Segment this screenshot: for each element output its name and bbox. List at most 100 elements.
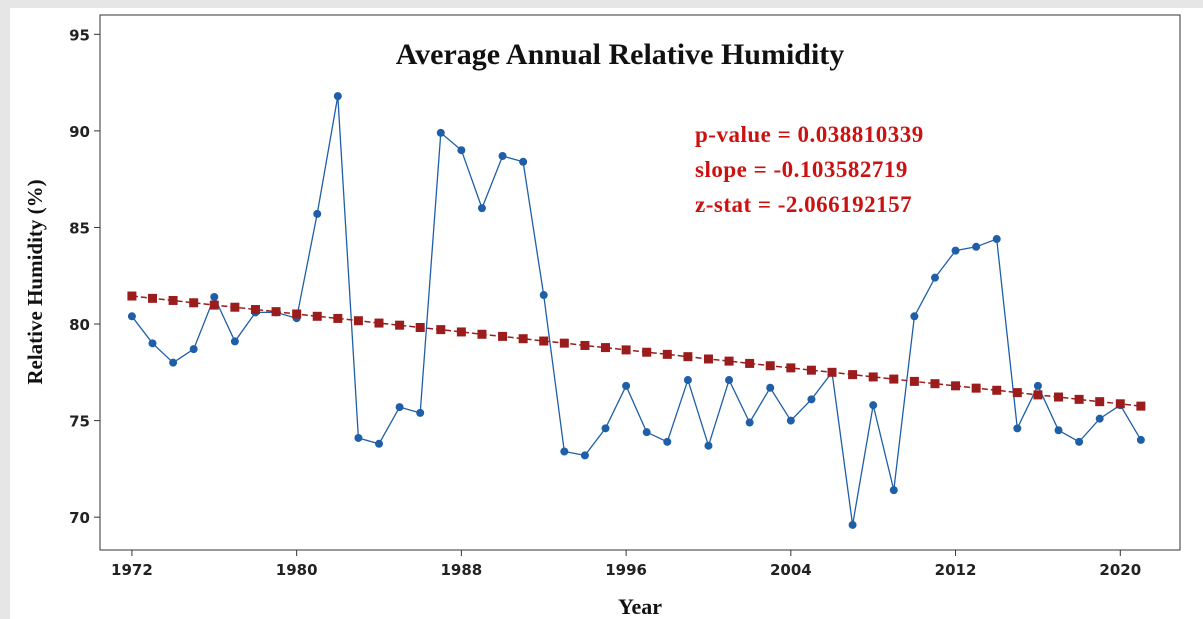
chart-title: Average Annual Relative Humidity <box>396 38 845 71</box>
trend-marker <box>683 352 693 362</box>
data-point <box>416 408 425 417</box>
data-point <box>333 92 342 101</box>
data-point <box>910 312 919 321</box>
data-point <box>519 157 528 166</box>
data-point <box>210 292 219 301</box>
data-point <box>1136 435 1145 444</box>
x-tick-label: 1980 <box>276 561 318 579</box>
data-point <box>354 433 363 442</box>
data-point <box>375 439 384 448</box>
data-point <box>622 381 631 390</box>
trend-marker <box>992 385 1002 395</box>
data-point <box>745 418 754 427</box>
data-point <box>1033 381 1042 390</box>
trend-marker <box>765 361 775 371</box>
trend-marker <box>292 309 302 319</box>
trend-marker <box>189 298 199 308</box>
trend-marker <box>806 365 816 375</box>
trend-marker <box>1074 394 1084 404</box>
trend-marker <box>951 381 961 391</box>
annotation: slope = -0.103582719 <box>695 157 908 182</box>
y-tick-label: 75 <box>69 413 90 431</box>
data-point <box>580 451 589 460</box>
x-tick-label: 2020 <box>1099 561 1141 579</box>
data-point <box>395 403 404 412</box>
trend-marker <box>601 343 611 353</box>
data-point <box>169 358 178 367</box>
trend-marker <box>621 345 631 355</box>
data-point <box>436 128 445 137</box>
trend-marker <box>1012 388 1022 398</box>
trend-marker <box>868 372 878 382</box>
trend-marker <box>1054 392 1064 402</box>
trend-marker <box>148 293 158 303</box>
y-tick-label: 90 <box>69 123 90 141</box>
data-point <box>1095 414 1104 423</box>
data-point <box>1075 437 1084 446</box>
trend-marker <box>395 320 405 330</box>
trend-marker <box>456 327 466 337</box>
data-point <box>930 273 939 282</box>
trend-marker <box>1033 390 1043 400</box>
trend-marker <box>724 356 734 366</box>
data-point <box>313 209 322 218</box>
trend-marker <box>477 329 487 339</box>
trend-marker <box>127 291 137 301</box>
data-point <box>560 447 569 456</box>
x-tick-label: 1972 <box>111 561 153 579</box>
data-point <box>807 395 816 404</box>
data-point <box>1013 424 1022 433</box>
data-point <box>889 486 898 495</box>
x-tick-label: 1996 <box>605 561 647 579</box>
y-tick-label: 85 <box>69 219 90 237</box>
trend-marker <box>786 363 796 373</box>
x-tick-label: 1988 <box>440 561 482 579</box>
data-point <box>457 146 466 155</box>
annotation: p-value = 0.038810339 <box>695 122 924 147</box>
trend-marker <box>518 334 528 344</box>
data-point <box>683 376 692 385</box>
trend-marker <box>230 302 240 312</box>
trend-marker <box>703 354 713 364</box>
data-point <box>539 291 548 300</box>
trend-marker <box>889 374 899 384</box>
data-point <box>992 235 1001 244</box>
trend-marker <box>909 376 919 386</box>
trend-marker <box>1136 401 1146 411</box>
data-point <box>951 246 960 255</box>
data-point <box>786 416 795 425</box>
trend-marker <box>271 307 281 317</box>
trend-marker <box>848 370 858 380</box>
y-tick-label: 95 <box>69 26 90 44</box>
trend-marker <box>415 323 425 333</box>
data-point <box>477 204 486 213</box>
trend-marker <box>971 383 981 393</box>
trend-marker <box>436 325 446 335</box>
series-line <box>131 295 1141 407</box>
data-point <box>1054 426 1063 435</box>
data-point <box>189 345 198 354</box>
data-point <box>972 242 981 251</box>
x-tick-label: 2012 <box>935 561 977 579</box>
trend-marker <box>930 379 940 389</box>
trend-marker <box>745 358 755 368</box>
data-point <box>127 312 136 321</box>
trend-marker <box>209 300 219 310</box>
trend-marker <box>827 367 837 377</box>
trend-marker <box>312 311 322 321</box>
data-point <box>869 401 878 410</box>
data-point <box>498 151 507 160</box>
x-tick-label: 2004 <box>770 561 812 579</box>
x-axis-label: Year <box>618 594 662 619</box>
trend-marker <box>1115 399 1125 409</box>
trend-marker <box>580 340 590 350</box>
annotation: z-stat = -2.066192157 <box>695 192 912 217</box>
trend-marker <box>250 305 260 315</box>
data-point <box>642 428 651 437</box>
data-point <box>230 337 239 346</box>
data-point <box>766 383 775 392</box>
plot-area <box>99 14 1181 551</box>
data-point <box>848 520 857 529</box>
trend-marker <box>559 338 569 348</box>
